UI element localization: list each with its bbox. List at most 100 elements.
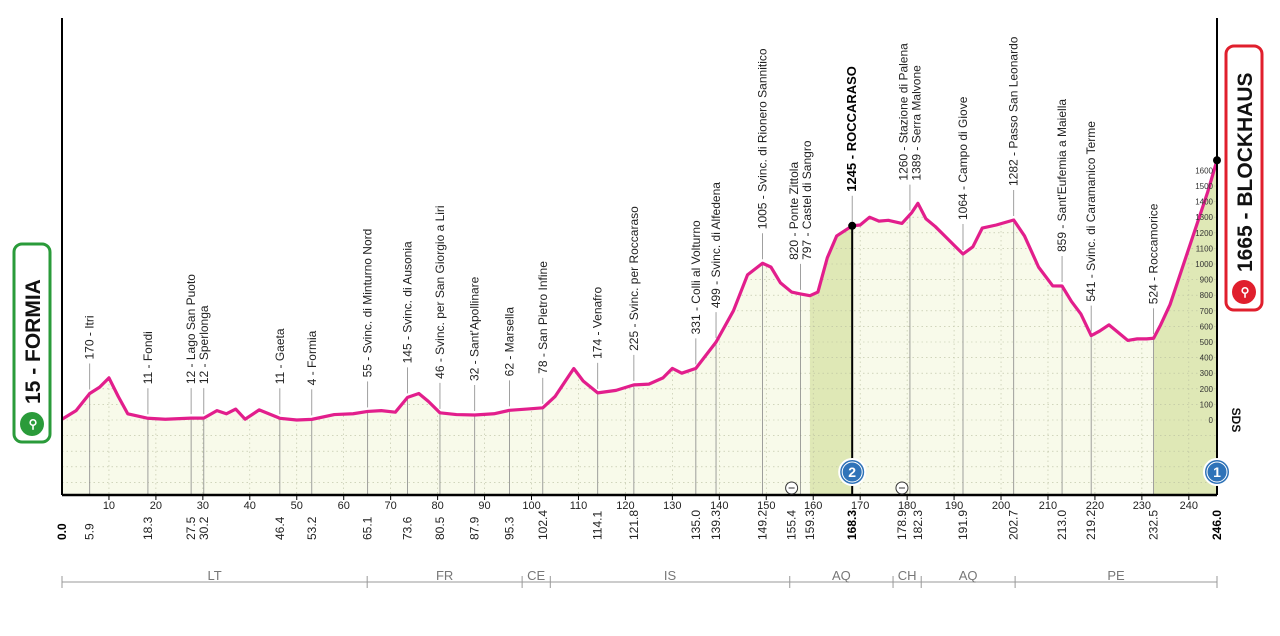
waypoint-label: 820 - Ponte Zittola [787, 162, 801, 260]
climb-category-label: 1 [1213, 464, 1221, 480]
waypoint-label: 797 - Castel di Sangro [800, 140, 814, 260]
distance-labels: 0.0 5.9 18.3 27.530.2 46.4 53.2 65.1 73.6 80.5 87… [55, 510, 1224, 540]
km-tick-label: 200 [992, 500, 1010, 512]
km-tick-label: 110 [570, 500, 588, 512]
waypoint-label: 524 - Roccamorice [1147, 203, 1161, 304]
km-tick-label: 70 [385, 500, 397, 512]
waypoint-label: 1282 - Passo San Leonardo [1007, 36, 1021, 186]
altitude-tick-label: 1600 [1195, 166, 1213, 175]
climb-area-roccaraso [809, 225, 853, 495]
finish-label: 1665 - BLOCKHAUS [1234, 72, 1257, 272]
region-label: CH [898, 568, 917, 583]
climb-badge-ring [1206, 461, 1228, 483]
distance-label: 53.2 [305, 516, 319, 540]
start-label: 15 - FORMIA [22, 279, 45, 404]
axes: 10 20 30 40 50 60 70 80 90 100 110 120 130 140 150 160 1… [61, 18, 1218, 512]
distance-label: 65.1 [361, 516, 375, 540]
waypoint-label: 541 - Svinc. di Caramanico Terme [1084, 121, 1098, 302]
summit-dot-roccaraso [848, 221, 857, 230]
distance-label: 27.5 [184, 516, 198, 540]
altitude-tick-label: 1300 [1195, 213, 1213, 222]
altitude-tick-label: 900 [1200, 276, 1214, 285]
waypoint-label: 78 - San Pietro Infine [536, 261, 550, 374]
distance-label: 0.0 [55, 523, 69, 540]
km-tick-label: 60 [338, 500, 350, 512]
km-tick-label: 240 [1180, 500, 1198, 512]
distance-label: 232.5 [1147, 510, 1161, 540]
waypoint-label: 859 - Sant'Eufemia a Maiella [1055, 99, 1069, 252]
km-tick-label: 50 [291, 500, 303, 512]
km-tick-label: 180 [898, 500, 916, 512]
waypoint-stems [89, 184, 1155, 495]
waypoint-label: 1389 - Serra Malvone [909, 65, 923, 181]
waypoint-label: 225 - Svinc. per Roccaraso [627, 206, 641, 351]
finish-cyclist-icon [1232, 280, 1256, 304]
km-tick-label: 220 [1086, 500, 1104, 512]
altitude-tick-label: 1000 [1195, 260, 1213, 269]
altitude-tick-label: 300 [1200, 369, 1214, 378]
waypoint-label: 1005 - Svinc. di Rionero Sannitico [756, 48, 770, 229]
finish-box [1224, 44, 1264, 312]
waypoint-label: 11 - Fondi [141, 331, 155, 384]
waypoint-label: 12 - Sperlonga [197, 305, 211, 384]
km-tick-label: 150 [757, 500, 775, 512]
distance-label: 80.5 [433, 516, 447, 540]
climb-category-label: 2 [848, 464, 856, 480]
waypoint-label: 62 - Marsella [502, 307, 516, 377]
finish-cyclist-glyph: ⚲ [1241, 285, 1250, 299]
altitude-ticks: 0 100 200 300 400 500 600 700 800 900 1000 1100 1200… [1195, 166, 1243, 432]
km-tick-label: 80 [431, 500, 443, 512]
start-cyclist-glyph: ⚲ [29, 417, 38, 431]
waypoint-label: 145 - Svinc. di Ausonia [401, 241, 415, 363]
region-label: AQ [959, 568, 978, 583]
start-cyclist-icon [20, 412, 44, 436]
profile-fill [62, 160, 1217, 495]
km-tick-label: 190 [945, 500, 963, 512]
climb-badge-circle [1203, 458, 1231, 486]
waypoint-label: 174 - Venafro [591, 286, 605, 358]
distance-label: 102.4 [536, 510, 550, 540]
distance-label: 159.3 [803, 510, 817, 540]
distance-label: 149.2 [756, 510, 770, 540]
km-tick-label: 210 [1039, 500, 1057, 512]
altitude-tick-label: 0 [1209, 416, 1214, 425]
climb-area-blockhaus [1153, 160, 1217, 495]
finish-dot [1213, 156, 1221, 165]
altitude-tick-label: 200 [1200, 385, 1214, 394]
km-tick-label: 140 [710, 500, 728, 512]
altitude-tick-label: 400 [1200, 354, 1214, 363]
km-tick-label: 230 [1133, 500, 1151, 512]
distance-label: 202.7 [1007, 510, 1021, 540]
altitude-tick-label: 500 [1200, 338, 1214, 347]
distance-label: 30.2 [197, 516, 211, 540]
km-tick-label: 130 [663, 500, 681, 512]
altitude-tick-label: 800 [1200, 291, 1214, 300]
distance-label: 191.9 [956, 510, 970, 540]
climb-badge-circle [838, 458, 867, 486]
waypoint-label: 46 - Svinc. per San Giorgio a Liri [433, 205, 447, 378]
waypoint-label: 55 - Svinc. di Minturno Nord [361, 229, 375, 378]
region-label: LT [207, 568, 221, 583]
altitude-tick-label: 1500 [1195, 182, 1213, 191]
distance-label: 219.2 [1084, 510, 1098, 540]
waypoint-label: 4 - Formia [305, 330, 319, 385]
altitude-tick-label: 1100 [1196, 244, 1214, 253]
start-finish-boxes: ⚲ 15 - FORMIA ⚲ 1665 - BLOCKHAUS [12, 44, 1264, 444]
km-tick-label: 170 [851, 500, 869, 512]
altitude-tick-label: 700 [1200, 307, 1214, 316]
distance-label: 95.3 [502, 516, 516, 540]
distance-label: 87.9 [468, 516, 482, 540]
region-label: PE [1107, 568, 1125, 583]
distance-label: 114.1 [591, 511, 605, 540]
distance-label: 155.4 [785, 510, 799, 540]
region-label: FR [436, 568, 453, 583]
waypoint-label: 12 - Lago San Puoto [184, 274, 198, 384]
distance-label: 246.0 [1210, 510, 1224, 540]
distance-label: 73.6 [401, 516, 415, 540]
region-label: IS [664, 568, 677, 583]
altimetry-logo: SDS [1229, 408, 1243, 433]
altitude-tick-label: 100 [1200, 400, 1214, 409]
waypoint-label: 32 - Sant'Apollinare [468, 276, 482, 381]
distance-label: 46.4 [273, 516, 287, 540]
